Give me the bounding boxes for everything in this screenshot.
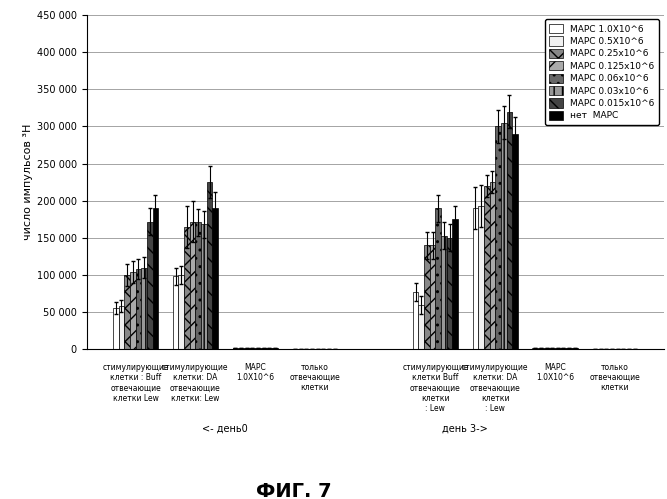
Bar xyxy=(255,348,261,349)
Bar xyxy=(233,348,238,349)
Bar xyxy=(184,227,189,349)
Bar xyxy=(501,123,506,349)
Bar xyxy=(506,112,512,349)
Bar xyxy=(201,225,207,349)
Bar xyxy=(272,348,277,349)
Bar xyxy=(436,208,441,349)
Bar xyxy=(478,206,484,349)
Bar xyxy=(173,276,178,349)
Text: <- день0: <- день0 xyxy=(202,424,248,434)
Bar xyxy=(141,267,147,349)
Bar xyxy=(413,292,418,349)
Bar xyxy=(484,186,490,349)
Bar xyxy=(249,348,255,349)
Text: МАРС
1.0X10^6: МАРС 1.0X10^6 xyxy=(536,363,574,382)
Bar xyxy=(538,348,544,349)
Text: ФИГ. 7: ФИГ. 7 xyxy=(255,482,331,499)
Bar xyxy=(195,222,201,349)
Bar xyxy=(572,348,578,349)
Bar xyxy=(124,275,130,349)
Bar xyxy=(147,222,153,349)
Bar xyxy=(555,348,561,349)
Bar xyxy=(424,246,430,349)
Bar xyxy=(532,348,538,349)
Bar xyxy=(267,348,272,349)
Bar xyxy=(447,238,452,349)
Bar xyxy=(207,182,212,349)
Bar xyxy=(512,134,518,349)
Bar xyxy=(566,348,572,349)
Bar xyxy=(153,208,158,349)
Bar xyxy=(544,348,550,349)
Bar xyxy=(113,308,119,349)
Bar xyxy=(441,236,447,349)
Bar xyxy=(430,246,436,349)
Text: стимулирующие
клетки Buff
отвечающие
клетки
: Lew: стимулирующие клетки Buff отвечающие кле… xyxy=(402,363,469,413)
Bar xyxy=(495,126,501,349)
Bar xyxy=(473,208,478,349)
Bar xyxy=(561,348,566,349)
Bar xyxy=(178,275,184,349)
Text: МАРС
1.0X10^6: МАРС 1.0X10^6 xyxy=(236,363,274,382)
Bar xyxy=(238,348,244,349)
Bar xyxy=(452,219,458,349)
Text: стимулирующие
клетки: DA
отвечающие
клетки
: Lew: стимулирующие клетки: DA отвечающие клет… xyxy=(462,363,528,413)
Text: день 3->: день 3-> xyxy=(442,424,488,434)
Legend: МАРС 1.0X10^6, МАРС 0.5X10^6, МАРС 0.25x10^6, МАРС 0.125x10^6, МАРС 0.06x10^6, М: МАРС 1.0X10^6, МАРС 0.5X10^6, МАРС 0.25x… xyxy=(545,19,659,125)
Bar xyxy=(261,348,267,349)
Bar xyxy=(490,182,495,349)
Bar xyxy=(135,269,141,349)
Text: стимулирующие
клетки : Buff
отвечающие
клетки Lew: стимулирующие клетки : Buff отвечающие к… xyxy=(102,363,169,403)
Y-axis label: число импульсов ³H: число импульсов ³H xyxy=(23,124,33,241)
Bar xyxy=(550,348,555,349)
Text: стимулирующие
клетки: DA
отвечающие
клетки: Lew: стимулирующие клетки: DA отвечающие клет… xyxy=(162,363,229,403)
Bar xyxy=(189,222,195,349)
Bar xyxy=(418,305,424,349)
Bar xyxy=(130,272,135,349)
Bar xyxy=(119,306,124,349)
Text: только
отвечающие
клетки: только отвечающие клетки xyxy=(590,363,640,393)
Text: только
отвечающие
клетки: только отвечающие клетки xyxy=(289,363,340,393)
Bar xyxy=(212,208,218,349)
Bar xyxy=(244,348,249,349)
